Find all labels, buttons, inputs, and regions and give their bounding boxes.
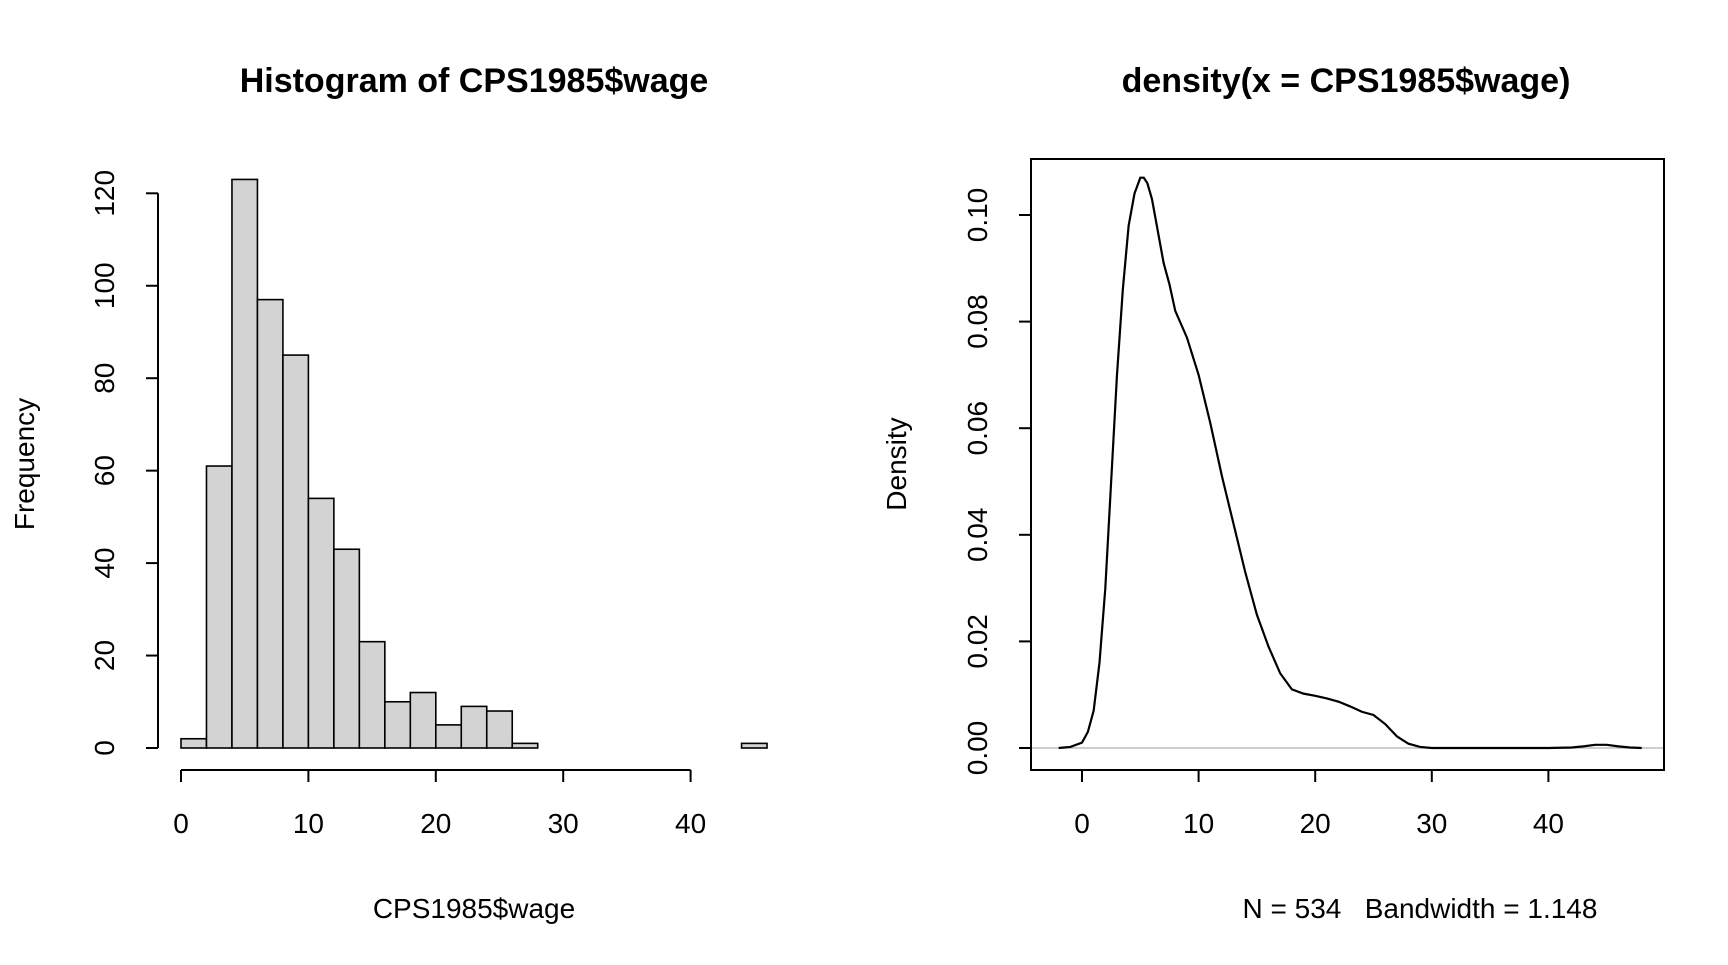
- histogram-bar: [358, 640, 386, 749]
- histogram-bar: [205, 465, 233, 749]
- density-y-tick-label: 0.00: [962, 721, 993, 776]
- density-x-axis: 0 10 20 30 40: [1074, 770, 1564, 839]
- histogram-bar: [180, 737, 208, 749]
- density-y-tick-label: 0.10: [962, 188, 993, 243]
- histogram-y-tick-label: 0: [89, 740, 120, 756]
- histogram-panel: Histogram of CPS1985$wage CPS1985$wage F…: [9, 62, 768, 924]
- density-x-tick-label: 20: [1300, 808, 1331, 839]
- histogram-bar: [409, 691, 437, 749]
- histogram-y-tick-label: 20: [89, 640, 120, 671]
- density-y-tick-label: 0.04: [962, 508, 993, 563]
- histogram-bar: [740, 742, 768, 749]
- density-x-label: N = 534 Bandwidth = 1.148: [1243, 893, 1598, 924]
- histogram-bar: [434, 724, 463, 749]
- histogram-x-tick-label: 0: [173, 808, 189, 839]
- histogram-bar: [485, 710, 514, 749]
- density-y-label: Density: [881, 417, 912, 510]
- histogram-y-tick-label: 40: [89, 548, 120, 579]
- density-x-tick-label: 10: [1183, 808, 1214, 839]
- histogram-bar: [460, 705, 488, 749]
- histogram-y-tick-label: 100: [89, 262, 120, 309]
- density-y-axis: 0.00 0.02 0.04 0.06 0.08 0.10: [962, 188, 1031, 776]
- histogram-y-label: Frequency: [9, 398, 40, 530]
- histogram-y-tick-label: 60: [89, 455, 120, 486]
- histogram-x-tick-label: 10: [293, 808, 324, 839]
- histogram-bar: [333, 548, 361, 749]
- density-x-tick-label: 0: [1074, 808, 1090, 839]
- density-curve: [1058, 176, 1642, 750]
- histogram-bar: [384, 700, 412, 749]
- histogram-title: Histogram of CPS1985$wage: [240, 62, 709, 100]
- density-x-tick-label: 40: [1533, 808, 1564, 839]
- histogram-y-tick-label: 120: [89, 170, 120, 217]
- histogram-x-tick-label: 20: [420, 808, 451, 839]
- histogram-x-label: CPS1985$wage: [373, 893, 575, 924]
- density-y-tick-label: 0.08: [962, 294, 993, 349]
- histogram-x-tick-label: 30: [548, 808, 579, 839]
- density-x-tick-label: 30: [1416, 808, 1447, 839]
- histogram-bar: [231, 178, 259, 749]
- density-y-tick-label: 0.06: [962, 401, 993, 456]
- density-panel: density(x = CPS1985$wage) N = 534 Bandwi…: [881, 62, 1665, 924]
- histogram-bar: [256, 298, 284, 749]
- histogram-bar: [282, 354, 310, 749]
- histogram-bar: [307, 497, 335, 749]
- histogram-y-axis: 0 20 40 60 80 100 120: [89, 170, 159, 756]
- density-title: density(x = CPS1985$wage): [1122, 62, 1571, 100]
- density-y-tick-label: 0.02: [962, 614, 993, 669]
- histogram-y-tick-label: 80: [89, 363, 120, 394]
- histogram-x-tick-label: 40: [675, 808, 706, 839]
- density-plot-box: [1030, 158, 1665, 771]
- histogram-bar: [511, 742, 539, 749]
- histogram-bars: [180, 178, 768, 749]
- histogram-x-axis: 0 10 20 30 40: [173, 769, 706, 839]
